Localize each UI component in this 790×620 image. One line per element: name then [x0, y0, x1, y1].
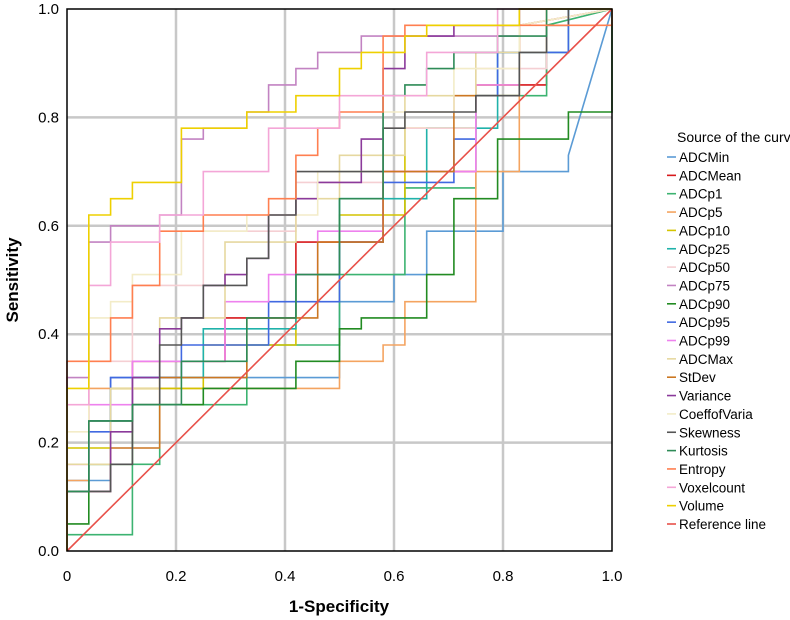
legend-label: Kurtosis — [679, 444, 728, 459]
legend-label: Voxelcount — [679, 480, 745, 495]
legend-label: ADCp5 — [679, 205, 723, 220]
y-tick-label: 0.6 — [38, 218, 59, 235]
legend-label: Entropy — [679, 462, 726, 477]
legend-label: ADCp95 — [679, 315, 730, 330]
y-tick-labels: 0.0 0.2 0.4 0.6 0.8 1.0 — [38, 1, 59, 560]
x-tick-label: 0.6 — [384, 568, 405, 585]
x-tick-label: 0.8 — [493, 568, 514, 585]
legend-label: Reference line — [679, 517, 766, 532]
legend-label: ADCMax — [679, 352, 733, 367]
y-tick-label: 0.8 — [38, 109, 59, 126]
y-tick-label: 0.4 — [38, 326, 59, 343]
legend-label: Variance — [679, 389, 731, 404]
legend-label: ADCp99 — [679, 334, 730, 349]
y-tick-label: 0.0 — [38, 543, 59, 560]
series-layer — [66, 8, 613, 552]
y-tick-label: 0.2 — [38, 435, 59, 452]
legend-label: CoeffofVaria — [679, 407, 753, 422]
x-tick-label: 0.4 — [275, 568, 296, 585]
x-tick-label: 0.2 — [166, 568, 187, 585]
x-axis-title: 1-Specificity — [289, 597, 390, 616]
plot-frame — [66, 8, 613, 552]
x-tick-label: 1.0 — [602, 568, 623, 585]
series-line-entropy — [66, 9, 613, 551]
legend-label: Volume — [679, 499, 724, 514]
legend-label: ADCMin — [679, 150, 729, 165]
x-tick-label: 0 — [63, 568, 71, 585]
legend-title: Source of the curve — [677, 129, 790, 145]
y-axis-title: Sensitivity — [3, 237, 22, 323]
legend: Source of the curve ADCMin ADCMean ADCp1 AD… — [667, 129, 790, 532]
legend-label: StDev — [679, 370, 716, 385]
series-line-volume — [66, 8, 612, 551]
legend-label: ADCp50 — [679, 260, 730, 275]
legend-label: ADCp1 — [679, 187, 723, 202]
legend-label: ADCMean — [679, 168, 741, 183]
y-tick-label: 1.0 — [38, 1, 59, 18]
legend-label: ADCp25 — [679, 242, 730, 257]
legend-label: ADCp10 — [679, 223, 730, 238]
series-line-coeffofvaria — [66, 8, 613, 551]
legend-label: Skewness — [679, 425, 741, 440]
legend-label: ADCp90 — [679, 297, 730, 312]
x-tick-labels: 0 0.2 0.4 0.6 0.8 1.0 — [63, 568, 623, 585]
series-line-reference-line — [66, 8, 613, 552]
legend-label: ADCp75 — [679, 278, 730, 293]
